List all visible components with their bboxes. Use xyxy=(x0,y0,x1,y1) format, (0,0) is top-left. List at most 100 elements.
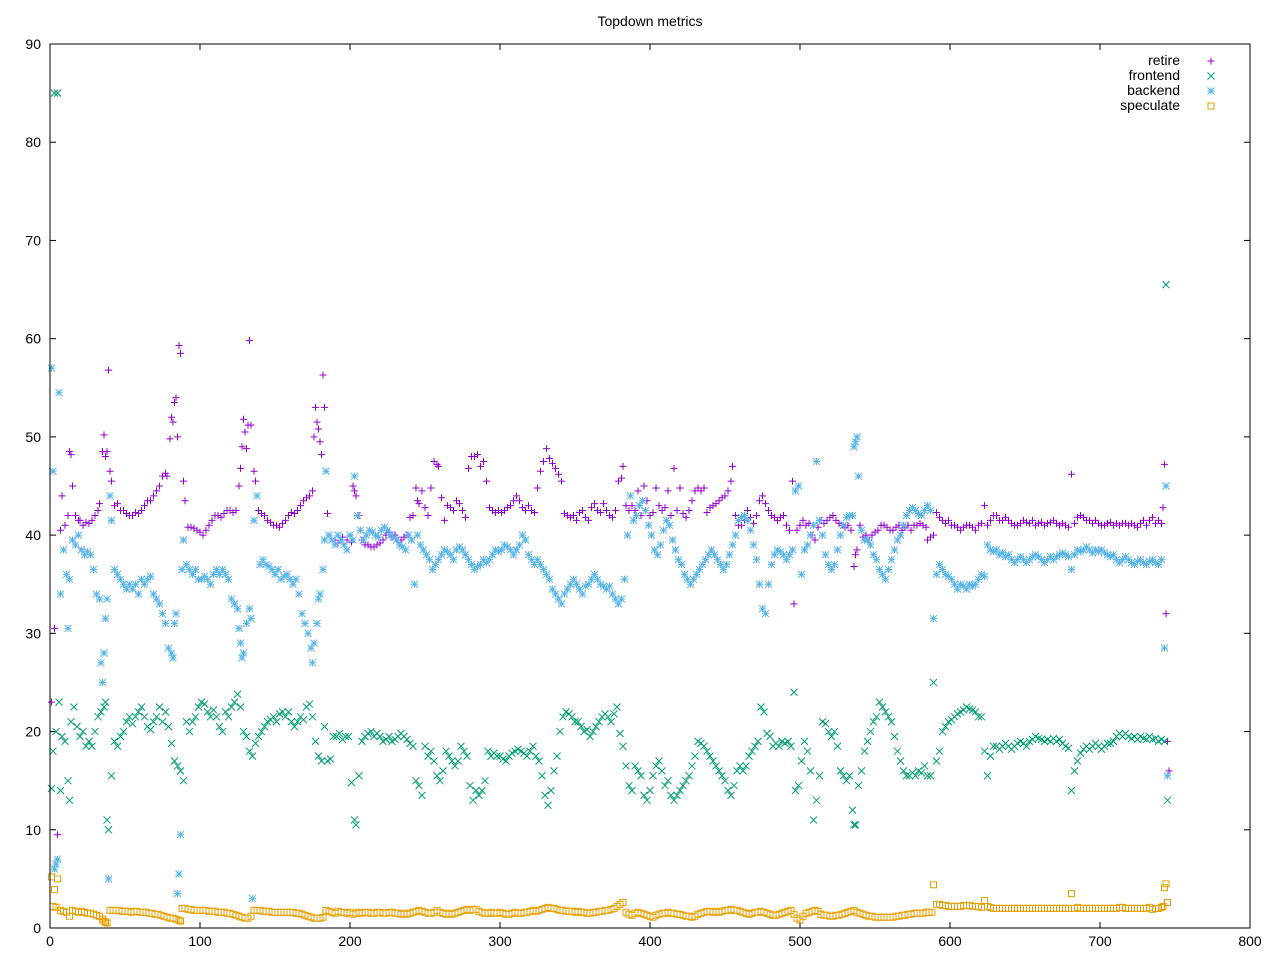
frontend-point xyxy=(881,708,890,716)
backend-point xyxy=(1151,558,1160,567)
frontend-point xyxy=(559,712,567,721)
backend-point xyxy=(236,639,245,648)
frontend-point xyxy=(929,678,938,687)
backend-point xyxy=(812,457,821,466)
retire-point xyxy=(727,477,735,485)
backend-point xyxy=(247,614,255,623)
backend-point xyxy=(857,526,866,535)
backend-point xyxy=(971,580,980,589)
plot-area xyxy=(47,89,1173,927)
backend-point xyxy=(191,565,200,574)
legend-marker-frontend xyxy=(1207,72,1215,80)
retire-point xyxy=(168,413,175,421)
frontend-point xyxy=(47,784,56,793)
speculate-point xyxy=(319,913,327,921)
backend-point xyxy=(337,536,345,544)
retire-point xyxy=(898,526,906,534)
frontend-point xyxy=(469,796,477,805)
retire-point xyxy=(721,492,729,500)
frontend-point xyxy=(700,742,708,751)
retire-point xyxy=(694,484,702,492)
speculate-point xyxy=(1161,884,1168,892)
retire-point xyxy=(582,513,589,521)
frontend-point xyxy=(869,717,878,726)
frontend-point xyxy=(917,768,926,777)
backend-point xyxy=(644,521,653,530)
frontend-point xyxy=(784,737,792,746)
backend-point xyxy=(1109,550,1118,559)
backend-point xyxy=(322,467,330,476)
retire-point xyxy=(774,516,781,524)
retire-point xyxy=(1162,610,1170,618)
x-tick-label: 500 xyxy=(788,933,812,949)
backend-point xyxy=(65,575,74,584)
frontend-point xyxy=(941,722,950,731)
backend-point xyxy=(374,533,383,541)
retire-point xyxy=(756,497,763,505)
retire-point xyxy=(993,511,1000,519)
retire-point xyxy=(69,482,76,490)
retire-point xyxy=(597,509,604,517)
frontend-point xyxy=(803,747,812,756)
backend-point xyxy=(785,550,794,559)
frontend-point xyxy=(791,786,800,795)
frontend-point xyxy=(989,742,998,751)
backend-point xyxy=(839,521,848,530)
retire-point xyxy=(525,502,532,510)
frontend-point xyxy=(299,715,308,724)
retire-point xyxy=(324,510,331,518)
retire-point xyxy=(954,523,961,531)
retire-point xyxy=(450,507,457,515)
retire-point xyxy=(132,509,139,517)
backend-point xyxy=(512,545,521,554)
retire-point xyxy=(91,511,99,519)
retire-point xyxy=(615,477,622,485)
backend-point xyxy=(515,541,524,549)
backend-point xyxy=(419,545,428,554)
backend-point xyxy=(185,565,194,574)
backend-point xyxy=(1091,545,1100,554)
retire-point xyxy=(664,487,672,495)
backend-point xyxy=(683,575,692,584)
retire-point xyxy=(625,507,633,515)
frontend-point xyxy=(685,771,693,780)
retire-point xyxy=(820,519,828,527)
backend-point xyxy=(569,575,578,584)
frontend-point xyxy=(85,737,93,746)
retire-point xyxy=(415,500,423,508)
backend-point xyxy=(986,545,995,554)
retire-point xyxy=(267,518,274,526)
frontend-point xyxy=(53,89,62,97)
retire-point xyxy=(552,464,559,472)
backend-point xyxy=(103,595,111,603)
backend-point xyxy=(92,590,101,598)
retire-point xyxy=(646,511,654,519)
frontend-point xyxy=(50,89,59,97)
retire-point xyxy=(685,507,693,515)
frontend-point xyxy=(625,781,633,790)
retire-point xyxy=(319,371,327,379)
retire-point xyxy=(1086,516,1093,524)
y-tick-label: 10 xyxy=(25,822,41,838)
speculate-point xyxy=(1068,890,1075,898)
frontend-point xyxy=(103,816,111,824)
frontend-point xyxy=(854,781,863,790)
retire-point xyxy=(102,453,109,461)
frontend-point xyxy=(757,703,765,711)
retire-point xyxy=(780,511,787,519)
retire-point xyxy=(150,492,157,500)
backend-point xyxy=(548,585,557,593)
frontend-point xyxy=(460,747,468,756)
retire-point xyxy=(379,536,387,544)
retire-point xyxy=(652,484,660,492)
frontend-point xyxy=(836,766,845,775)
speculate-point xyxy=(175,916,183,924)
backend-point xyxy=(842,513,851,522)
retire-point xyxy=(658,507,666,515)
frontend-point xyxy=(637,771,645,780)
frontend-point xyxy=(161,708,170,716)
retire-point xyxy=(558,477,565,485)
backend-point xyxy=(893,536,902,544)
frontend-point xyxy=(727,791,735,800)
backend-point xyxy=(629,516,638,525)
